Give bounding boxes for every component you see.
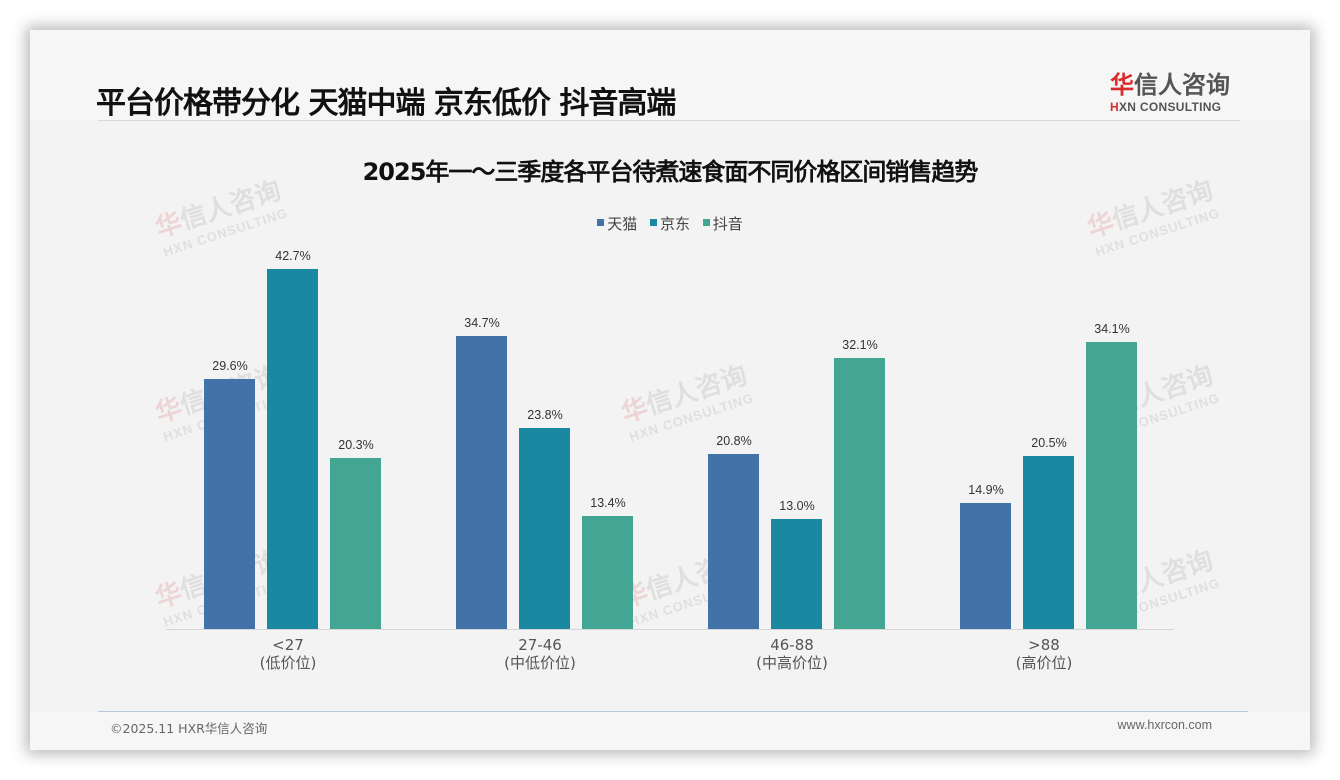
- legend-item-jd: 京东: [649, 213, 690, 234]
- header-band: [30, 30, 1310, 120]
- bar-value-label: 23.8%: [527, 408, 563, 422]
- bar-value-label: 14.9%: [968, 483, 1004, 497]
- bar-3-2: [1086, 342, 1137, 629]
- legend-swatch-icon: [649, 219, 657, 226]
- bar-value-label: 34.7%: [464, 316, 500, 330]
- legend-swatch-icon: [597, 219, 605, 226]
- bar-0-2: [330, 458, 381, 629]
- legend-item-douyin: 抖音: [702, 213, 743, 234]
- bar-value-label: 20.5%: [1031, 436, 1067, 450]
- bar-1-0: [456, 336, 507, 629]
- category-label: <27 (低价位): [259, 636, 317, 672]
- slide: 华信人咨询 HXN CONSULTING 华信人咨询 HXN CONSULTIN…: [30, 30, 1310, 750]
- bar-2-1: [771, 519, 822, 629]
- category-label: 27-46 (中低价位): [504, 636, 576, 672]
- bar-1-1: [519, 428, 570, 629]
- category-label: 46-88 (中高价位): [756, 636, 828, 672]
- bar-0-0: [204, 379, 255, 629]
- x-axis-line: [166, 629, 1174, 630]
- page-title: 平台价格带分化 天猫中端 京东低价 抖音高端: [96, 86, 676, 121]
- footer-band: [30, 712, 1310, 750]
- bar-2-0: [708, 454, 759, 629]
- legend-item-tmall: 天猫: [597, 213, 637, 234]
- footer-copyright: ©2025.11 HXR华信人咨询: [110, 721, 268, 736]
- bar-value-label: 20.8%: [716, 434, 752, 448]
- footer-divider: [98, 711, 1248, 712]
- bar-1-2: [582, 516, 633, 629]
- chart-title: 2025年一～三季度各平台待煮速食面不同价格区间销售趋势: [362, 158, 979, 186]
- bar-value-label: 32.1%: [842, 338, 878, 352]
- chart-legend: 天猫 京东 抖音: [30, 213, 1310, 234]
- bar-value-label: 13.4%: [590, 496, 626, 510]
- legend-swatch-icon: [702, 219, 710, 226]
- bar-3-0: [960, 503, 1011, 629]
- footer-website[interactable]: www.hxrcon.com: [1117, 718, 1212, 732]
- bar-value-label: 34.1%: [1094, 322, 1130, 336]
- bar-value-label: 13.0%: [779, 499, 815, 513]
- logo-chinese: 华信人咨询: [1110, 71, 1230, 99]
- bar-value-label: 20.3%: [338, 438, 374, 452]
- bar-value-label: 29.6%: [212, 359, 248, 373]
- bar-value-label: 42.7%: [275, 249, 311, 263]
- bar-3-1: [1023, 456, 1074, 629]
- logo-english: HXN CONSULTING: [1110, 100, 1222, 114]
- plot-area: 29.6% 34.7% 20.8% 14.9% 42.7% 23.8% 13.0% 20.5%…: [166, 230, 1174, 630]
- category-label: >88 (高价位): [1015, 636, 1073, 672]
- bar-2-2: [834, 358, 885, 629]
- title-divider: [98, 120, 1240, 121]
- bar-0-1: [267, 269, 318, 629]
- company-logo: 华信人咨询 HXN CONSULTING: [1110, 65, 1240, 114]
